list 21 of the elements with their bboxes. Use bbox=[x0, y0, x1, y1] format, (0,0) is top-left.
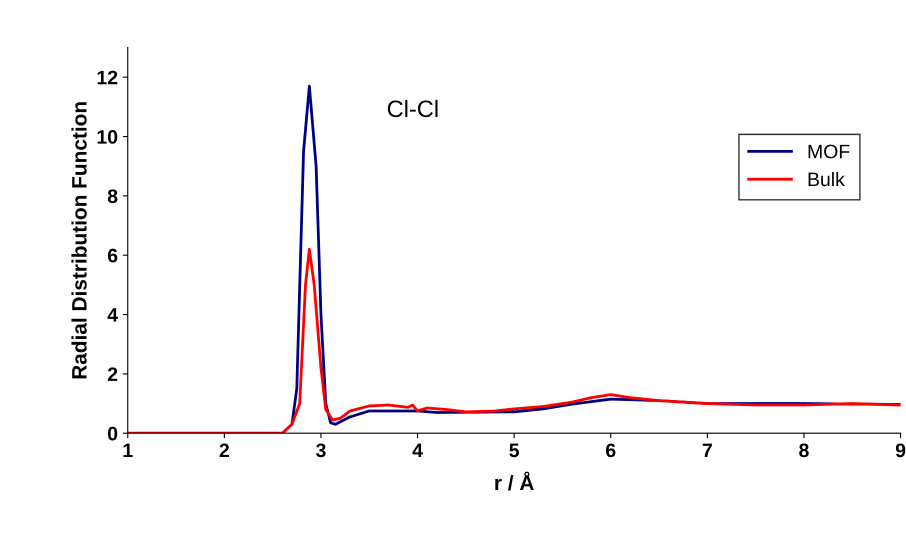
legend-label: MOF bbox=[808, 144, 850, 158]
y-tick-label: 8 bbox=[108, 189, 118, 204]
y-tick-label: 4 bbox=[108, 308, 118, 322]
x-tick-label: 9 bbox=[896, 443, 906, 458]
y-tick-label: 10 bbox=[98, 130, 118, 144]
x-tick-label: 3 bbox=[316, 443, 326, 458]
x-tick-label: 1 bbox=[124, 444, 133, 458]
y-tick-label: 0 bbox=[108, 426, 118, 440]
y-axis-title: Radial Distribution Function bbox=[71, 102, 87, 378]
y-tick-label: 12 bbox=[98, 70, 118, 84]
x-tick-label: 5 bbox=[509, 444, 520, 458]
y-tick-label: 6 bbox=[108, 248, 118, 262]
x-axis-title: r / Å bbox=[495, 472, 534, 490]
x-tick-label: 4 bbox=[412, 444, 423, 458]
x-tick-label: 8 bbox=[799, 443, 809, 458]
y-tick-label: 2 bbox=[108, 367, 118, 381]
legend-label: Bulk bbox=[808, 172, 845, 186]
annotation: Cl-Cl bbox=[388, 100, 438, 118]
x-tick-label: 6 bbox=[606, 443, 616, 458]
x-tick-label: 7 bbox=[702, 444, 712, 458]
x-tick-label: 2 bbox=[220, 443, 229, 458]
